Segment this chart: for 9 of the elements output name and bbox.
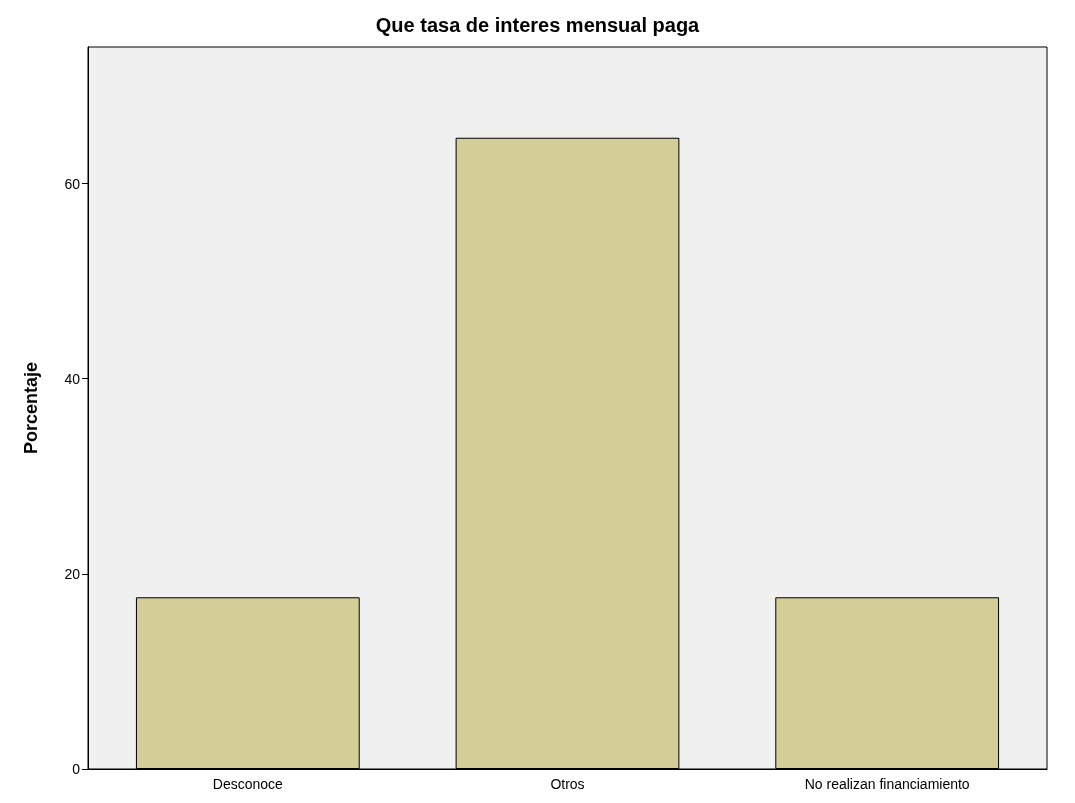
x-tick-label: Desconoce xyxy=(212,776,284,792)
chart-title: Que tasa de interes mensual paga xyxy=(375,14,701,36)
x-tick-label: No realizan financiamiento xyxy=(804,776,970,792)
y-tick-label: 60 xyxy=(64,175,81,192)
y-tick-label: 40 xyxy=(64,370,81,387)
y-tick-label: 0 xyxy=(72,761,81,777)
x-tick-label: Otros xyxy=(550,776,585,792)
y-axis-title: Porcentaje xyxy=(21,361,41,455)
y-tick-label: 20 xyxy=(64,565,81,582)
